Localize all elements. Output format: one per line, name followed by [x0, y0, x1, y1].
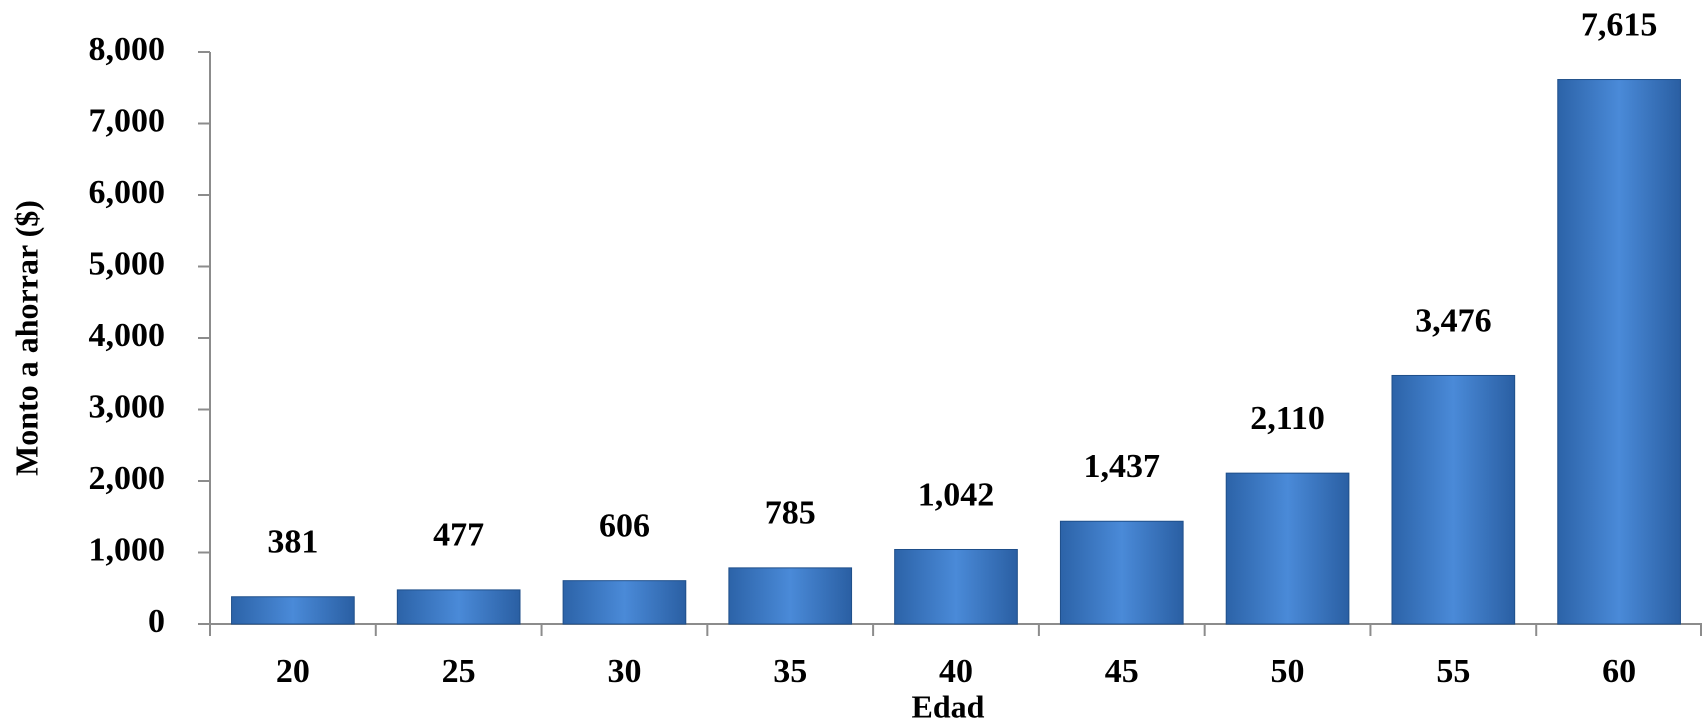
- value-label: 477: [433, 517, 484, 554]
- y-tick-label: 4,000: [89, 317, 166, 354]
- x-tick-label: 40: [939, 653, 973, 690]
- x-tick-label: 20: [276, 653, 310, 690]
- y-axis-title: Monto a ahorrar ($): [8, 200, 44, 476]
- value-label: 381: [267, 524, 318, 561]
- value-label: 2,110: [1250, 400, 1325, 437]
- y-tick-label: 2,000: [89, 460, 166, 497]
- value-label: 1,042: [918, 476, 995, 513]
- x-tick-label: 50: [1271, 653, 1305, 690]
- y-tick-label: 0: [148, 603, 165, 640]
- x-tick-label: 55: [1436, 653, 1470, 690]
- value-label: 7,615: [1581, 6, 1658, 43]
- bar: [231, 596, 355, 625]
- x-tick-label: 60: [1602, 653, 1636, 690]
- bar: [1557, 79, 1681, 625]
- value-label: 3,476: [1415, 302, 1492, 339]
- x-tick-label: 30: [607, 653, 641, 690]
- x-tick-label: 25: [442, 653, 476, 690]
- x-tick-label: 45: [1105, 653, 1139, 690]
- y-tick-label: 7,000: [89, 102, 166, 139]
- bar: [1059, 520, 1184, 625]
- y-tick-label: 5,000: [89, 245, 166, 282]
- x-axis-title: Edad: [912, 688, 985, 724]
- y-tick-label: 1,000: [89, 531, 166, 568]
- y-tick-label: 8,000: [89, 31, 166, 68]
- bar: [1391, 374, 1516, 625]
- y-tick-label: 6,000: [89, 174, 166, 211]
- value-label: 785: [765, 495, 816, 532]
- bar: [562, 580, 687, 625]
- value-label: 1,437: [1084, 448, 1161, 485]
- bar: [894, 548, 1018, 625]
- bar: [396, 589, 521, 625]
- value-label: 606: [599, 507, 650, 544]
- x-tick-label: 35: [773, 653, 807, 690]
- y-tick-label: 3,000: [89, 388, 166, 425]
- bar: [728, 567, 853, 625]
- bar: [1225, 472, 1350, 625]
